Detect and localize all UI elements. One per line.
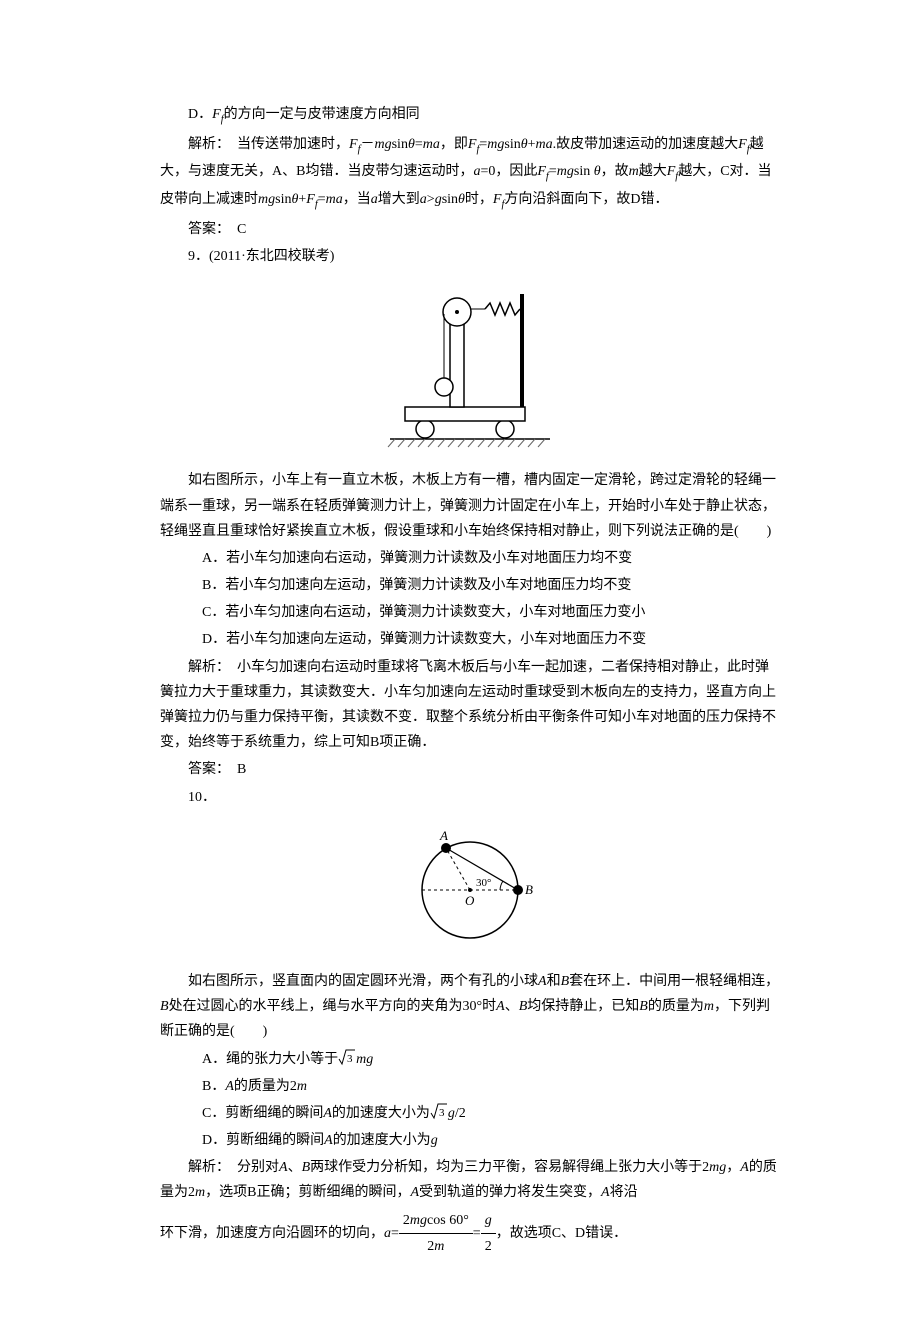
q10-opt-d: D．剪断细绳的瞬间A的加速度大小为g [160, 1128, 780, 1153]
ring-balls-svg: O B A 30° [390, 820, 550, 950]
label-b: B [525, 882, 533, 897]
label-a: A [439, 828, 448, 843]
angle-label: 30° [476, 877, 491, 889]
svg-text:3: 3 [439, 1107, 445, 1119]
q10-analysis-p1: 解析： 分别对A、B两球作受力分析知，均为三力平衡，容易解得绳上张力大小等于2m… [160, 1155, 780, 1205]
label: 解析： [188, 137, 223, 152]
label-o: O [465, 893, 475, 908]
q10-stem: 如右图所示，竖直面内的固定圆环光滑，两个有孔的小球A和B套在环上．中间用一根轻绳… [160, 969, 780, 1045]
fraction-1: 2mgcos 60°2m [399, 1208, 473, 1259]
svg-text:3: 3 [347, 1053, 353, 1065]
q9-opt-d: D．若小车匀加速向左运动，弹簧测力计读数变大，小车对地面压力不变 [160, 627, 780, 652]
q9-header: 9．(2011·东北四校联考) [160, 244, 780, 269]
prev-answer: 答案： C [160, 217, 780, 242]
q10-opt-c: C．剪断细绳的瞬间A的加速度大小为3g/2 [160, 1101, 780, 1126]
q9-diagram [160, 279, 780, 458]
q9-opt-b: B．若小车匀加速向左运动，弹簧测力计读数及小车对地面压力均不变 [160, 573, 780, 598]
q10-opt-a: A．绳的张力大小等于3mg [160, 1047, 780, 1072]
prev-analysis: 解析： 当传送带加速时，Ff－mgsinθ=ma，即Ff=mgsinθ+ma.故… [160, 132, 780, 215]
cart-pulley-svg [350, 279, 590, 449]
q10-analysis-p2: 环下滑，加速度方向沿圆环的切向，a=2mgcos 60°2m=g2，故选项C、D… [160, 1208, 780, 1259]
q9-opt-a: A．若小车匀加速向右运动，弹簧测力计读数及小车对地面压力均不变 [160, 546, 780, 571]
sqrt-icon: 3 [338, 1047, 356, 1067]
prev-option-d: D．Ff的方向一定与皮带速度方向相同 [160, 102, 780, 130]
q10-diagram: O B A 30° [160, 820, 780, 959]
q9-opt-c: C．若小车匀加速向右运动，弹簧测力计读数变大，小车对地面压力变小 [160, 600, 780, 625]
sqrt-icon: 3 [430, 1101, 448, 1121]
q9-answer: 答案： B [160, 757, 780, 782]
q10-opt-b: B．A的质量为2m [160, 1074, 780, 1099]
fraction-2: g2 [481, 1208, 496, 1259]
q9-analysis: 解析： 小车匀加速向右运动时重球将飞离木板后与小车一起加速，二者保持相对静止，此… [160, 655, 780, 756]
q9-stem: 如右图所示，小车上有一直立木板，木板上方有一槽，槽内固定一定滑轮，跨过定滑轮的轻… [160, 468, 780, 544]
q10-number: 10． [160, 785, 780, 810]
